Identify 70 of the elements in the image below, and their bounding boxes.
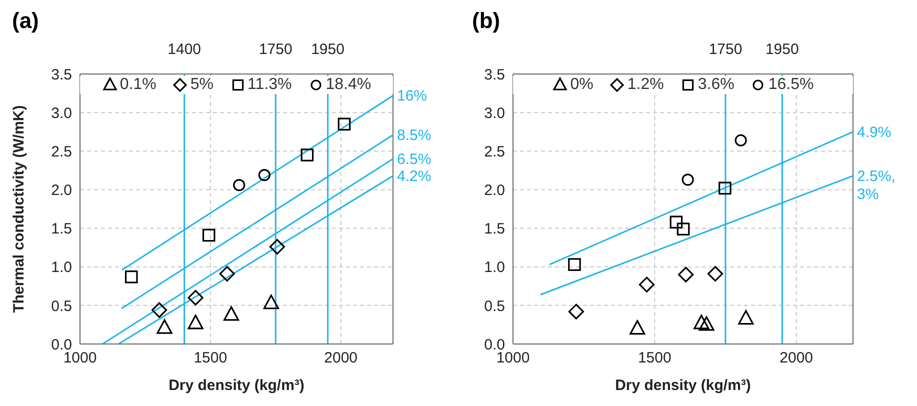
y-tick-label: 3.5 xyxy=(51,66,72,84)
legend-label: 0% xyxy=(570,76,594,94)
legend-label: 3.6% xyxy=(698,76,734,94)
point xyxy=(151,302,168,318)
point xyxy=(738,310,754,325)
point xyxy=(188,290,204,306)
y-tick-label: 3.0 xyxy=(51,104,72,122)
chart-title: (a) xyxy=(12,8,39,34)
point xyxy=(233,179,246,192)
point xyxy=(156,319,172,334)
x-tick-label: 2000 xyxy=(780,350,814,367)
point xyxy=(124,270,138,284)
y-tick-label: 1.5 xyxy=(51,220,72,238)
series-label: 6.5% xyxy=(397,150,432,168)
legend-label: 5% xyxy=(190,76,214,94)
series-label: 2.5%, 3% xyxy=(857,168,896,203)
point xyxy=(300,148,314,162)
y-axis-title: Thermal conductivity (W/mK) xyxy=(10,105,28,313)
point xyxy=(269,239,285,255)
ref-line-label: 1750 xyxy=(258,41,292,58)
ref-line-label: 1750 xyxy=(708,41,742,58)
series-label: 8.5% xyxy=(397,126,432,144)
series-label: 16% xyxy=(397,88,428,105)
ref-line-label: 1400 xyxy=(168,41,202,58)
point xyxy=(676,222,690,236)
y-tick-label: 0.5 xyxy=(51,298,72,315)
point xyxy=(263,294,279,310)
point xyxy=(698,316,714,331)
ref-line-label: 1950 xyxy=(765,41,799,58)
y-tick-label: 2.0 xyxy=(484,182,505,200)
point xyxy=(188,314,204,330)
y-tick-label: 2.0 xyxy=(51,182,72,200)
point xyxy=(694,314,710,330)
point xyxy=(223,306,240,321)
point xyxy=(682,174,694,186)
point xyxy=(718,182,732,195)
series-label: 4.9% xyxy=(857,124,892,141)
x-axis-title: Dry density (kg/m³) xyxy=(615,377,751,394)
point xyxy=(630,320,646,335)
series-label: 4.2% xyxy=(397,168,432,185)
x-tick-label: 1500 xyxy=(638,350,672,367)
point xyxy=(202,228,216,242)
point xyxy=(568,258,581,271)
y-tick-label: 3.5 xyxy=(484,66,505,84)
legend-label: 0.1% xyxy=(120,76,156,94)
point xyxy=(734,134,747,146)
point xyxy=(338,118,351,131)
x-axis-title: Dry density (kg/m³) xyxy=(168,377,304,394)
point xyxy=(678,266,694,282)
point xyxy=(219,266,235,282)
y-tick-label: 1.0 xyxy=(51,259,72,276)
y-tick-label: 2.5 xyxy=(51,143,72,160)
point xyxy=(258,169,270,182)
x-tick-label: 2000 xyxy=(324,350,358,367)
y-tick-label: 2.5 xyxy=(484,143,505,160)
y-tick-label: 3.0 xyxy=(484,104,505,122)
point xyxy=(708,266,724,282)
chart-title: (b) xyxy=(472,8,500,34)
y-tick-label: 1.5 xyxy=(484,220,505,238)
ref-line-label: 1950 xyxy=(311,41,344,58)
legend-label: 18.4% xyxy=(326,76,372,94)
legend-label: 16.5% xyxy=(768,76,814,94)
x-tick-label: 1500 xyxy=(194,350,228,367)
legend-label: 1.2% xyxy=(627,76,664,94)
y-tick-label: 0.5 xyxy=(484,298,505,315)
point xyxy=(670,216,683,229)
legend-label: 11.3% xyxy=(248,76,292,94)
y-tick-label: 1.0 xyxy=(484,259,505,276)
point xyxy=(638,276,655,292)
point xyxy=(568,304,584,320)
